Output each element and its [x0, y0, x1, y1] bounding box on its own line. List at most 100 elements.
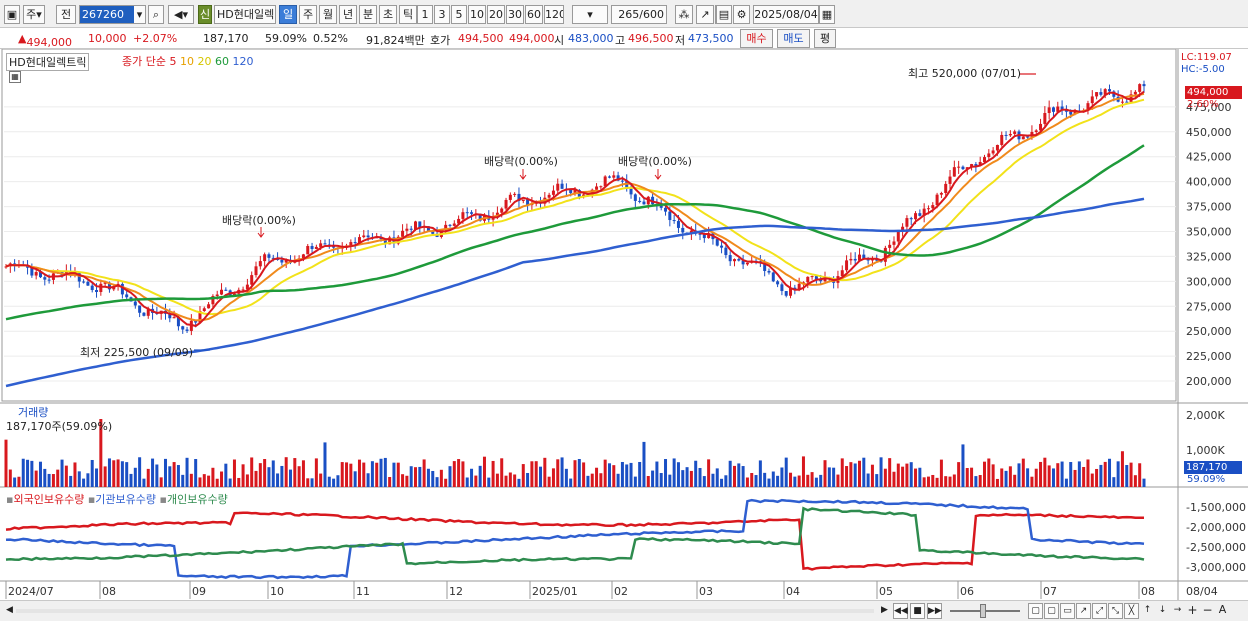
font-size-icon[interactable]: A: [1218, 603, 1227, 616]
date-field[interactable]: 2025/08/04: [753, 5, 819, 24]
dividend-arrow: [519, 169, 527, 180]
volume-bar: [1013, 474, 1017, 487]
interval-button-10[interactable]: 10: [468, 5, 486, 24]
candle-body: [642, 201, 646, 205]
sell-button[interactable]: 매도: [777, 29, 810, 48]
volume-bar: [1004, 470, 1008, 487]
ma5-label: 5: [169, 55, 177, 68]
candle-body: [607, 176, 611, 178]
calendar-icon[interactable]: ▦: [819, 5, 835, 24]
interval-button-60[interactable]: 60: [525, 5, 543, 24]
scrollbar-track[interactable]: [16, 609, 874, 613]
volume-bar: [888, 458, 892, 487]
volume-bar: [388, 476, 392, 487]
minus-icon[interactable]: −: [1202, 603, 1213, 617]
volume-bar: [1077, 461, 1081, 487]
interval-button-120[interactable]: 120: [544, 5, 564, 24]
candle-body: [1142, 84, 1146, 87]
candle-body: [1056, 106, 1060, 112]
volume-bar: [659, 473, 663, 487]
mode-select-1[interactable]: 주▾: [23, 5, 45, 24]
volume-bar: [517, 478, 521, 487]
count-field[interactable]: 265/600: [611, 5, 667, 24]
table-icon[interactable]: ▦: [9, 71, 21, 83]
expand-icon[interactable]: →: [1173, 605, 1182, 615]
stock-chart[interactable]: 475,000 450,000 425,000 400,000 375,000 350,0…: [0, 48, 1248, 600]
code-input[interactable]: 267260: [79, 5, 135, 24]
zoom-out-icon[interactable]: ↓: [1158, 605, 1167, 615]
candle-body: [526, 199, 530, 206]
trend-icon[interactable]: ↗: [696, 5, 714, 24]
interval-button-20[interactable]: 20: [487, 5, 505, 24]
period-button-2[interactable]: 월: [319, 5, 337, 24]
volume-bar: [289, 469, 292, 487]
volume-bar: [551, 468, 555, 487]
scroll-left-icon[interactable]: ◀: [6, 605, 13, 615]
interval-dropdown[interactable]: ▾: [572, 5, 608, 24]
volume-bar: [776, 475, 780, 487]
layout-icon-2[interactable]: ▢: [1044, 603, 1059, 619]
draw-icon-4[interactable]: ╳: [1124, 603, 1139, 619]
layout-icon-1[interactable]: ▢: [1028, 603, 1043, 619]
period-button-0[interactable]: 일: [279, 5, 297, 24]
forward-icon[interactable]: ▶▶: [927, 603, 942, 619]
interval-button-1[interactable]: 1: [417, 5, 433, 24]
stop-icon[interactable]: ■: [910, 603, 925, 619]
volume-bar: [448, 466, 452, 487]
period-button-3[interactable]: 년: [339, 5, 357, 24]
scroll-right-icon[interactable]: ▶: [881, 605, 888, 615]
volume-bar: [707, 459, 711, 487]
buy-button[interactable]: 매수: [740, 29, 773, 48]
layout-icon-3[interactable]: ▭: [1060, 603, 1075, 619]
volume-bar: [918, 467, 922, 487]
volume-bar: [172, 462, 176, 487]
volume-bar: [452, 461, 456, 487]
volume-bar: [914, 468, 918, 487]
volume-bar: [530, 461, 534, 487]
period-button-4[interactable]: 분: [359, 5, 377, 24]
search-icon[interactable]: ⌕: [148, 5, 164, 24]
candle-body: [901, 226, 905, 232]
chart-area[interactable]: 475,000 450,000 425,000 400,000 375,000 350,0…: [0, 48, 1248, 600]
volume-bar: [724, 475, 728, 487]
zoom-thumb[interactable]: [980, 604, 986, 618]
mode-select-2[interactable]: 전: [56, 5, 76, 24]
candle-body: [241, 289, 245, 291]
volume-bar: [582, 462, 586, 487]
candle-body: [517, 193, 521, 201]
candle-body: [414, 221, 418, 230]
window-icon[interactable]: ▣: [4, 5, 20, 24]
volume-bar: [513, 474, 517, 487]
period-button-5[interactable]: 초: [379, 5, 397, 24]
gear-icon[interactable]: ⚙: [733, 5, 750, 24]
candle-body: [573, 190, 577, 194]
chart-tool-icon[interactable]: ⁂: [675, 5, 693, 24]
volume-bar: [694, 460, 698, 487]
volume-bar: [470, 468, 474, 487]
zoom-in-icon[interactable]: ↑: [1143, 605, 1152, 615]
signal-badge[interactable]: 신: [198, 5, 212, 24]
interval-button-3[interactable]: 3: [434, 5, 450, 24]
period-button-6[interactable]: 틱: [399, 5, 417, 24]
price-tick-label: 450,000: [1186, 126, 1232, 139]
volume-bar: [1021, 458, 1025, 487]
plus-icon[interactable]: +: [1187, 603, 1198, 617]
candle-body: [38, 272, 42, 278]
interval-button-30[interactable]: 30: [506, 5, 524, 24]
mode1-label: 주: [26, 8, 37, 21]
interval-button-5[interactable]: 5: [451, 5, 467, 24]
sound-icon[interactable]: ◀▾: [168, 5, 194, 24]
draw-icon-1[interactable]: ↗: [1076, 603, 1091, 619]
draw-icon-2[interactable]: ⤢: [1092, 603, 1107, 619]
rewind-icon[interactable]: ◀◀: [893, 603, 908, 619]
save-icon[interactable]: ▤: [716, 5, 732, 24]
candle-body: [319, 243, 323, 247]
eval-button[interactable]: 평: [814, 29, 836, 48]
draw-icon-3[interactable]: ⤡: [1108, 603, 1123, 619]
candle-body: [43, 277, 47, 280]
price-tick-label: 375,000: [1186, 201, 1232, 214]
volume-bar: [1125, 464, 1129, 487]
volume-bar: [181, 474, 185, 487]
period-button-1[interactable]: 주: [299, 5, 317, 24]
code-dropdown-icon[interactable]: ▾: [134, 5, 146, 24]
